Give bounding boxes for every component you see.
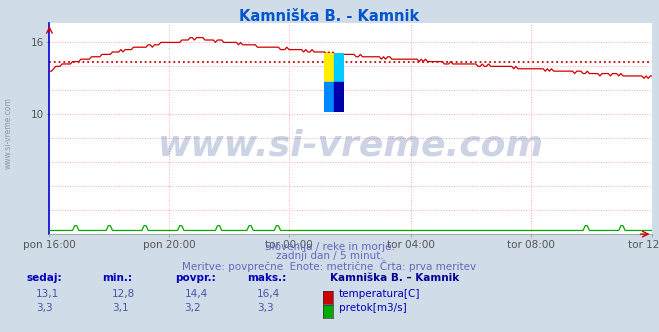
Bar — [324, 82, 333, 112]
Text: 3,1: 3,1 — [112, 303, 129, 313]
Text: www.si-vreme.com: www.si-vreme.com — [158, 128, 544, 163]
Text: sedaj:: sedaj: — [26, 273, 62, 283]
Text: povpr.:: povpr.: — [175, 273, 215, 283]
Text: Slovenija / reke in morje.: Slovenija / reke in morje. — [264, 242, 395, 252]
Text: www.si-vreme.com: www.si-vreme.com — [4, 97, 13, 169]
Bar — [333, 53, 344, 82]
Text: Kamniška B. - Kamnik: Kamniška B. - Kamnik — [239, 9, 420, 24]
Text: zadnji dan / 5 minut.: zadnji dan / 5 minut. — [275, 251, 384, 261]
Text: 14,4: 14,4 — [185, 289, 208, 299]
Text: 13,1: 13,1 — [36, 289, 59, 299]
Text: 3,2: 3,2 — [185, 303, 201, 313]
Text: pretok[m3/s]: pretok[m3/s] — [339, 303, 407, 313]
Text: 12,8: 12,8 — [112, 289, 135, 299]
Text: temperatura[C]: temperatura[C] — [339, 289, 420, 299]
Text: min.:: min.: — [102, 273, 132, 283]
Text: 3,3: 3,3 — [36, 303, 53, 313]
Text: Meritve: povprečne  Enote: metrične  Črta: prva meritev: Meritve: povprečne Enote: metrične Črta:… — [183, 260, 476, 272]
Bar — [333, 82, 344, 112]
Text: 3,3: 3,3 — [257, 303, 273, 313]
Text: maks.:: maks.: — [247, 273, 287, 283]
Bar — [324, 53, 333, 82]
Text: Kamniška B. – Kamnik: Kamniška B. – Kamnik — [330, 273, 459, 283]
Text: 16,4: 16,4 — [257, 289, 280, 299]
